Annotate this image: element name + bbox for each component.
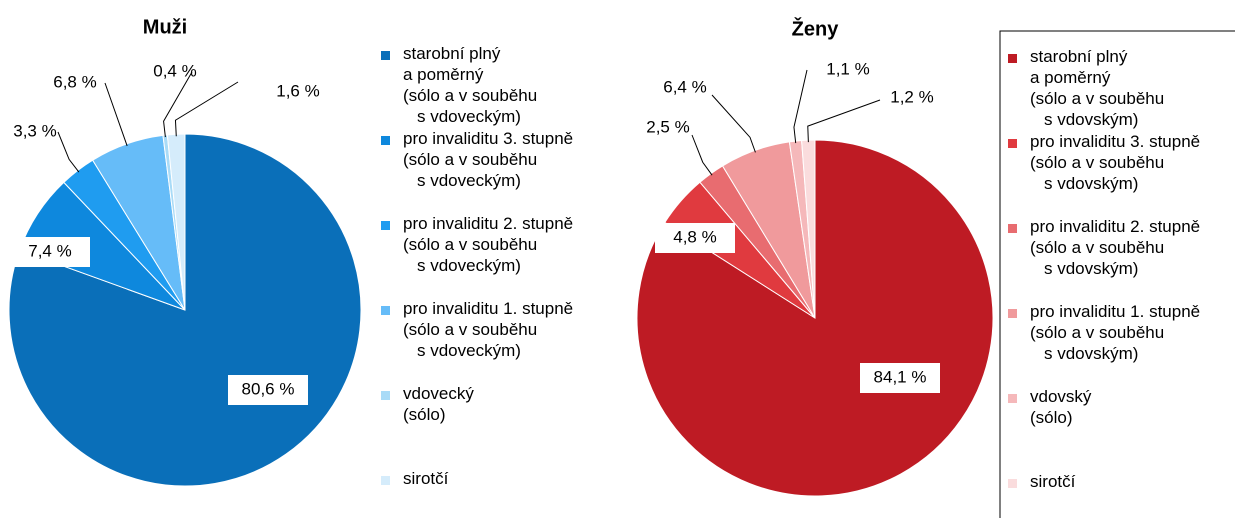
legend-marker [1008, 224, 1017, 233]
legend-line: (sólo a v souběhu [403, 235, 537, 254]
legend-label: pro invaliditu 3. stupně (sólo a v souběh… [1030, 132, 1200, 193]
leader-line [104, 82, 128, 147]
legend-line: s vdoveckým) [417, 256, 521, 275]
legend-line: pro invaliditu 3. stupně [403, 129, 573, 148]
legend-label: pro invaliditu 2. stupně (sólo a v souběh… [1030, 217, 1200, 278]
legend-line: pro invaliditu 1. stupně [403, 299, 573, 318]
legend-line: starobní plný [403, 44, 501, 63]
legend-frame [999, 30, 1235, 518]
legend-line: sirotčí [403, 469, 449, 488]
label-box [228, 375, 308, 405]
chart-title: Muži [143, 16, 187, 38]
legend-label: starobní plný a poměrný (sólo a v souběhu s… [1030, 47, 1164, 129]
data-label: 84,1 % [874, 367, 927, 386]
data-label: 3,3 % [13, 121, 56, 140]
data-label: 1,6 % [276, 81, 319, 100]
legend-line: a poměrný [1030, 68, 1111, 87]
leader-line [793, 69, 808, 144]
legend-label: pro invaliditu 2. stupně (sólo a v souběh… [403, 214, 573, 275]
legend-line: vdovský [1030, 387, 1092, 406]
leader-line [57, 131, 80, 173]
data-label: 7,4 % [28, 241, 71, 260]
legend-marker [381, 221, 390, 230]
legend-line: pro invaliditu 2. stupně [403, 214, 573, 233]
legend-marker [381, 51, 390, 60]
data-label: 6,8 % [53, 72, 96, 91]
legend-line: (sólo a v souběhu [403, 150, 537, 169]
legend-line: pro invaliditu 3. stupně [1030, 132, 1200, 151]
leader-line [163, 71, 193, 138]
legend-line: (sólo a v souběhu [403, 320, 537, 339]
legend-label: pro invaliditu 1. stupně (sólo a v souběh… [403, 299, 573, 360]
legend-marker [1008, 309, 1017, 318]
legend-line: starobní plný [1030, 47, 1128, 66]
legend-marker [1008, 139, 1017, 148]
legend-line: s vdoveckým) [417, 341, 521, 360]
legend-line: s vdovským) [1044, 174, 1138, 193]
legend-line: a poměrný [403, 65, 484, 84]
legend-line: pro invaliditu 2. stupně [1030, 217, 1200, 236]
legend-line: s vdoveckým) [417, 107, 521, 126]
data-label: 1,1 % [826, 59, 869, 78]
leader-line [807, 99, 881, 143]
legend-marker [1008, 394, 1017, 403]
legend-marker [1008, 54, 1017, 63]
data-label: 1,2 % [890, 87, 933, 106]
leader-line [174, 81, 239, 137]
legend-line: vdovecký [403, 384, 474, 403]
legend-label: pro invaliditu 3. stupně (sólo a v souběh… [403, 129, 573, 190]
chart-title: Ženy [792, 16, 840, 40]
legend-line: (sólo a v souběhu [1030, 238, 1164, 257]
legend-line: s vdovským) [1044, 110, 1138, 129]
leader-line [711, 94, 756, 153]
legend-line: s vdovským) [1044, 259, 1138, 278]
legend-label: vdovecký (sólo) [403, 384, 474, 424]
legend-label: vdovský (sólo) [1030, 387, 1092, 427]
legend-line: (sólo a v souběhu [1030, 89, 1164, 108]
leader-line [691, 134, 713, 176]
legend-line: (sólo a v souběhu [403, 86, 537, 105]
data-label: 2,5 % [646, 117, 689, 136]
label-box [655, 223, 735, 253]
pie-slice [636, 139, 994, 497]
legend-label: starobní plný a poměrný (sólo a v souběhu s… [403, 44, 537, 126]
legend-label: sirotčí [1030, 472, 1076, 491]
label-box [10, 237, 90, 267]
legend-marker [381, 136, 390, 145]
legend-label: sirotčí [403, 469, 449, 488]
data-label: 80,6 % [242, 379, 295, 398]
legend-line: (sólo) [1030, 408, 1073, 427]
legend-line: (sólo a v souběhu [1030, 323, 1164, 342]
legend-marker [381, 476, 390, 485]
data-label: 4,8 % [673, 227, 716, 246]
legend-marker [381, 391, 390, 400]
legend-line: (sólo) [403, 405, 446, 424]
legend-line: (sólo a v souběhu [1030, 153, 1164, 172]
legend-marker [381, 306, 390, 315]
data-label: 0,4 % [153, 61, 196, 80]
legend-line: s vdovským) [1044, 344, 1138, 363]
data-label: 6,4 % [663, 77, 706, 96]
legend-line: s vdoveckým) [417, 171, 521, 190]
legend-line: sirotčí [1030, 472, 1076, 491]
legend-line: pro invaliditu 1. stupně [1030, 302, 1200, 321]
legend-marker [1008, 479, 1017, 488]
label-box [860, 363, 940, 393]
legend-label: pro invaliditu 1. stupně (sólo a v souběh… [1030, 302, 1200, 363]
